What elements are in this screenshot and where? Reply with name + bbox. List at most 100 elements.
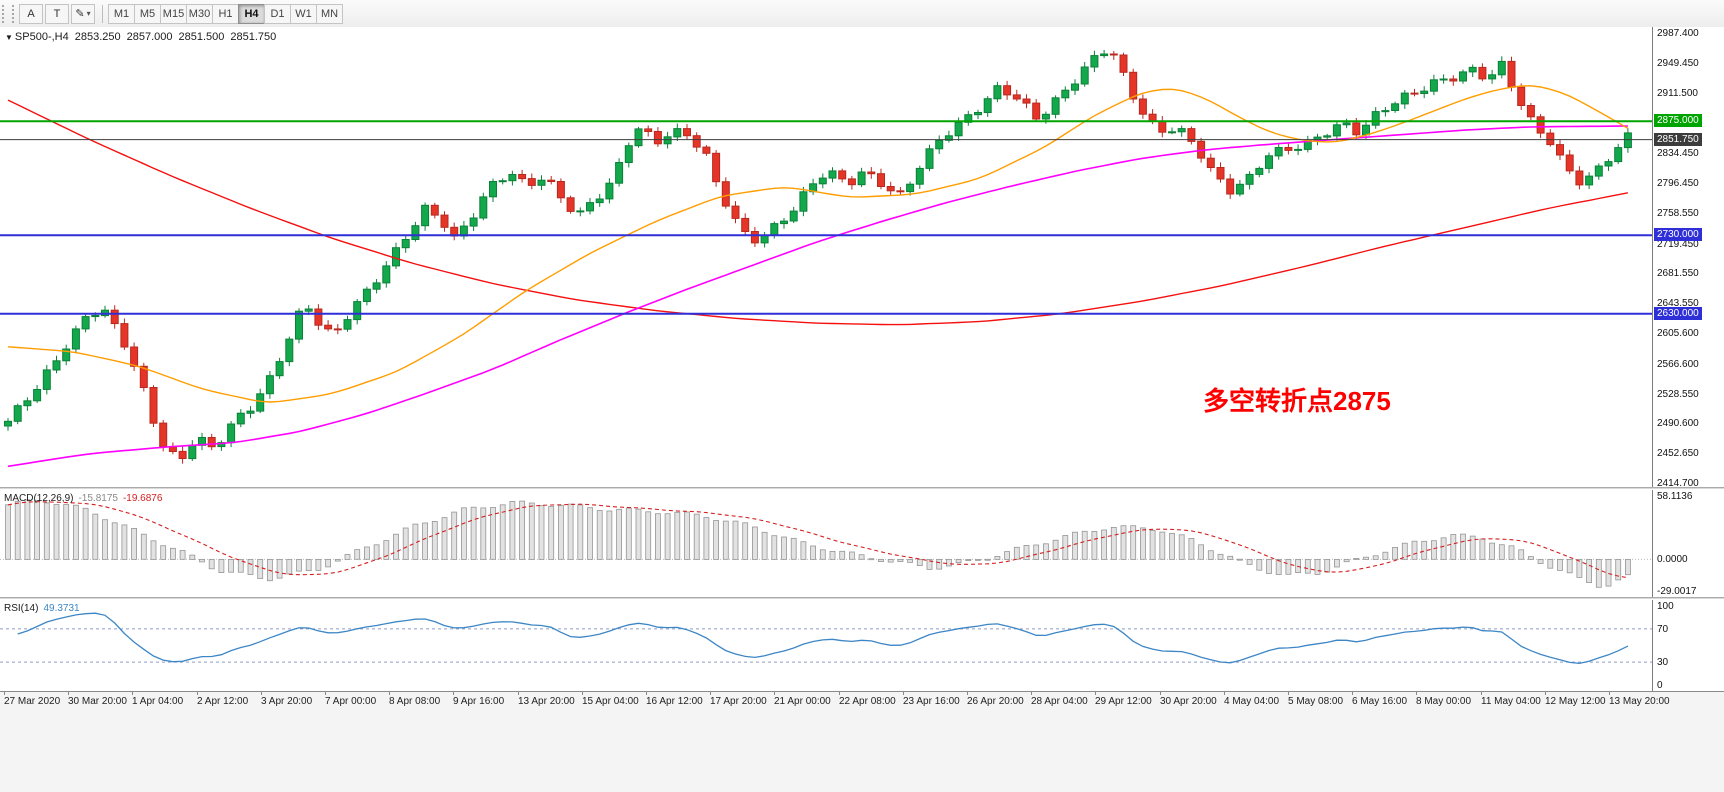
rsi-tick-label: 30 [1657,657,1669,668]
time-tick [1416,692,1417,695]
time-tick [710,692,711,695]
pane-splitter[interactable] [0,487,1724,490]
ohlc-low: 2851.500 [178,31,225,43]
chevron-down-icon: ▾ [86,9,91,18]
ohlc-high: 2857.000 [126,31,173,43]
time-label: 9 Apr 16:00 [453,696,505,707]
time-label: 17 Apr 20:00 [710,696,767,707]
time-tick [1481,692,1482,695]
price-tick-label: 2719.450 [1657,239,1699,250]
time-tick [325,692,326,695]
timeframe-h4-button[interactable]: H4 [238,3,265,24]
time-tick [1224,692,1225,695]
time-tick [967,692,968,695]
time-tick [1031,692,1032,695]
toolbar-drag-handle[interactable] [2,4,14,23]
macd-tick-label: 58.1136 [1657,491,1693,502]
text-tool-button[interactable]: A [19,3,43,24]
price-tick-label: 2681.550 [1657,268,1699,279]
macd-axis[interactable]: 58.1136 0.0000 -29.0017 [1652,490,1724,597]
time-label: 6 May 16:00 [1352,696,1408,707]
rsi-tick-label: 100 [1657,601,1674,612]
timeframe-mn-button[interactable]: MN [316,3,343,24]
rsi-value: 49.3731 [43,603,80,614]
chart-marker-icon: ▼ [5,33,13,42]
time-axis[interactable]: 27 Mar 2020 30 Mar 20:00 1 Apr 04:00 2 Apr … [0,691,1724,715]
time-tick [4,692,5,695]
time-label: 7 Apr 00:00 [325,696,377,707]
price-tick-label: 2643.550 [1657,298,1699,309]
timeframe-m30-button[interactable]: M30 [186,3,213,24]
time-label: 30 Apr 20:00 [1160,696,1217,707]
time-label: 1 Apr 04:00 [132,696,184,707]
macd-main-value: -15.8175 [78,493,118,504]
time-label: 22 Apr 08:00 [839,696,896,707]
macd-signal-value: -19.6876 [122,493,163,504]
price-tick-label: 2528.550 [1657,389,1699,400]
time-tick [774,692,775,695]
level-price-label: 2875.000 [1654,114,1702,127]
timeframe-h1-button[interactable]: H1 [212,3,239,24]
price-tick-label: 2834.450 [1657,148,1699,159]
timeframe-m5-button[interactable]: M5 [134,3,161,24]
macd-pane: MACD(12,26,9) -15.8175 -19.6876 [0,490,1652,597]
time-tick [903,692,904,695]
time-label: 4 May 04:00 [1224,696,1280,707]
timeframe-m1-button[interactable]: M1 [108,3,135,24]
time-label: 15 Apr 04:00 [582,696,639,707]
price-tick-label: 2758.550 [1657,208,1699,219]
time-tick [1609,692,1610,695]
rsi-tick-label: 0 [1657,680,1663,691]
time-tick [68,692,69,695]
time-label: 2 Apr 12:00 [197,696,249,707]
level-price-label: 2730.000 [1654,228,1702,241]
rsi-axis[interactable]: 100 70 30 0 [1652,600,1724,691]
time-tick [197,692,198,695]
rsi-canvas[interactable] [0,600,1652,691]
time-label: 13 Apr 20:00 [518,696,575,707]
macd-canvas[interactable] [0,490,1652,597]
timeframe-d1-button[interactable]: D1 [264,3,291,24]
price-tick-label: 2987.400 [1657,28,1699,39]
timeframe-m15-button[interactable]: M15 [160,3,187,24]
time-label: 30 Mar 20:00 [68,696,127,707]
price-tick-label: 2414.700 [1657,478,1699,487]
time-label: 8 Apr 08:00 [389,696,441,707]
main-chart-canvas[interactable] [0,27,1652,487]
time-label: 5 May 08:00 [1288,696,1344,707]
time-tick [839,692,840,695]
time-label: 21 Apr 00:00 [774,696,831,707]
time-tick [1545,692,1546,695]
chart-header: ▼ SP500-,H4 2853.250 2857.000 2851.500 2851.7… [5,31,276,43]
macd-tick-label: -29.0017 [1657,586,1697,597]
time-label: 3 Apr 20:00 [261,696,313,707]
window-background [0,714,1724,792]
toolbar-tools-group: A T ✎ ▾ [18,3,96,24]
time-tick [1095,692,1096,695]
shape-tool-button[interactable]: T [45,3,69,24]
time-tick [1160,692,1161,695]
time-tick [389,692,390,695]
toolbar-separator [102,4,103,23]
macd-indicator-label: MACD(12,26,9) -15.8175 -19.6876 [4,493,163,504]
price-axis[interactable]: 2987.4002949.4502911.5002873.5502834.450… [1652,27,1724,487]
time-tick [453,692,454,695]
time-label: 23 Apr 16:00 [903,696,960,707]
pane-splitter[interactable] [0,597,1724,600]
draw-tools-dropdown[interactable]: ✎ ▾ [71,3,95,24]
time-label: 27 Mar 2020 [4,696,61,707]
time-label: 12 May 12:00 [1545,696,1606,707]
time-label: 11 May 04:00 [1481,696,1541,707]
timeframe-w1-button[interactable]: W1 [290,3,317,24]
timeframe-group: M1 M5 M15 M30 H1 H4 D1 W1 MN [108,3,343,24]
time-tick [261,692,262,695]
price-tick-label: 2566.600 [1657,359,1699,370]
ohlc-close: 2851.750 [230,31,277,43]
price-tick-label: 2911.500 [1657,88,1698,99]
time-tick [646,692,647,695]
time-tick [1288,692,1289,695]
annotation-text[interactable]: 多空转折点2875 [1203,386,1391,416]
price-tick-label: 2796.450 [1657,178,1699,189]
bid-price-label: 2851.750 [1654,133,1702,146]
